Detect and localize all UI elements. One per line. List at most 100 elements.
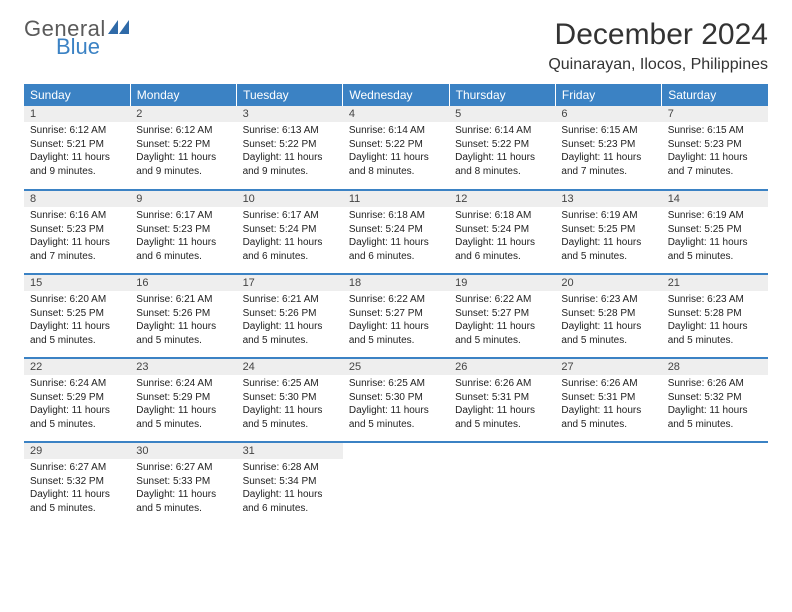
day-info: Sunrise: 6:24 AMSunset: 5:29 PMDaylight:… [24, 375, 130, 435]
day-info: Sunrise: 6:12 AMSunset: 5:21 PMDaylight:… [24, 122, 130, 182]
day-info: Sunrise: 6:21 AMSunset: 5:26 PMDaylight:… [237, 291, 343, 351]
day-number: 24 [237, 359, 343, 375]
day-info: Sunrise: 6:26 AMSunset: 5:32 PMDaylight:… [662, 375, 768, 435]
day-info: Sunrise: 6:13 AMSunset: 5:22 PMDaylight:… [237, 122, 343, 182]
calendar-cell: 29Sunrise: 6:27 AMSunset: 5:32 PMDayligh… [24, 442, 130, 526]
day-number: 15 [24, 275, 130, 291]
calendar-cell: 30Sunrise: 6:27 AMSunset: 5:33 PMDayligh… [130, 442, 236, 526]
calendar-row: 15Sunrise: 6:20 AMSunset: 5:25 PMDayligh… [24, 274, 768, 358]
calendar-row: 8Sunrise: 6:16 AMSunset: 5:23 PMDaylight… [24, 190, 768, 274]
day-info: Sunrise: 6:24 AMSunset: 5:29 PMDaylight:… [130, 375, 236, 435]
calendar-cell: 2Sunrise: 6:12 AMSunset: 5:22 PMDaylight… [130, 106, 236, 190]
calendar-cell: 21Sunrise: 6:23 AMSunset: 5:28 PMDayligh… [662, 274, 768, 358]
day-info: Sunrise: 6:19 AMSunset: 5:25 PMDaylight:… [662, 207, 768, 267]
day-number: 14 [662, 191, 768, 207]
calendar-cell: 19Sunrise: 6:22 AMSunset: 5:27 PMDayligh… [449, 274, 555, 358]
day-number: 4 [343, 106, 449, 122]
day-number: 19 [449, 275, 555, 291]
day-number: 2 [130, 106, 236, 122]
day-number: 7 [662, 106, 768, 122]
day-info: Sunrise: 6:19 AMSunset: 5:25 PMDaylight:… [555, 207, 661, 267]
day-number: 11 [343, 191, 449, 207]
day-number: 28 [662, 359, 768, 375]
day-number: 13 [555, 191, 661, 207]
day-number: 25 [343, 359, 449, 375]
weekday-header: Wednesday [343, 84, 449, 106]
day-info: Sunrise: 6:27 AMSunset: 5:33 PMDaylight:… [130, 459, 236, 519]
day-info: Sunrise: 6:21 AMSunset: 5:26 PMDaylight:… [130, 291, 236, 351]
weekday-header: Thursday [449, 84, 555, 106]
calendar-cell: 12Sunrise: 6:18 AMSunset: 5:24 PMDayligh… [449, 190, 555, 274]
calendar-cell: 16Sunrise: 6:21 AMSunset: 5:26 PMDayligh… [130, 274, 236, 358]
calendar-cell: 24Sunrise: 6:25 AMSunset: 5:30 PMDayligh… [237, 358, 343, 442]
calendar-body: 1Sunrise: 6:12 AMSunset: 5:21 PMDaylight… [24, 106, 768, 526]
day-number: 10 [237, 191, 343, 207]
weekday-header-row: SundayMondayTuesdayWednesdayThursdayFrid… [24, 84, 768, 106]
calendar-cell: 1Sunrise: 6:12 AMSunset: 5:21 PMDaylight… [24, 106, 130, 190]
day-info: Sunrise: 6:15 AMSunset: 5:23 PMDaylight:… [555, 122, 661, 182]
day-info: Sunrise: 6:25 AMSunset: 5:30 PMDaylight:… [343, 375, 449, 435]
calendar-cell: .. [555, 442, 661, 526]
day-number: 20 [555, 275, 661, 291]
calendar-cell: 4Sunrise: 6:14 AMSunset: 5:22 PMDaylight… [343, 106, 449, 190]
day-number: 3 [237, 106, 343, 122]
weekday-header: Tuesday [237, 84, 343, 106]
day-info: Sunrise: 6:18 AMSunset: 5:24 PMDaylight:… [449, 207, 555, 267]
day-info: Sunrise: 6:23 AMSunset: 5:28 PMDaylight:… [555, 291, 661, 351]
weekday-header: Sunday [24, 84, 130, 106]
day-number: 8 [24, 191, 130, 207]
day-info: Sunrise: 6:14 AMSunset: 5:22 PMDaylight:… [343, 122, 449, 182]
calendar-cell: 7Sunrise: 6:15 AMSunset: 5:23 PMDaylight… [662, 106, 768, 190]
weekday-header: Saturday [662, 84, 768, 106]
calendar-cell: 31Sunrise: 6:28 AMSunset: 5:34 PMDayligh… [237, 442, 343, 526]
day-number: 21 [662, 275, 768, 291]
day-info: Sunrise: 6:14 AMSunset: 5:22 PMDaylight:… [449, 122, 555, 182]
day-info: Sunrise: 6:16 AMSunset: 5:23 PMDaylight:… [24, 207, 130, 267]
day-number: 5 [449, 106, 555, 122]
calendar-table: SundayMondayTuesdayWednesdayThursdayFrid… [24, 84, 768, 526]
calendar-cell: 18Sunrise: 6:22 AMSunset: 5:27 PMDayligh… [343, 274, 449, 358]
calendar-cell: 6Sunrise: 6:15 AMSunset: 5:23 PMDaylight… [555, 106, 661, 190]
calendar-cell: 11Sunrise: 6:18 AMSunset: 5:24 PMDayligh… [343, 190, 449, 274]
calendar-cell: 14Sunrise: 6:19 AMSunset: 5:25 PMDayligh… [662, 190, 768, 274]
calendar-cell: 28Sunrise: 6:26 AMSunset: 5:32 PMDayligh… [662, 358, 768, 442]
day-number: 26 [449, 359, 555, 375]
calendar-cell: 23Sunrise: 6:24 AMSunset: 5:29 PMDayligh… [130, 358, 236, 442]
calendar-cell: .. [343, 442, 449, 526]
day-info: Sunrise: 6:17 AMSunset: 5:23 PMDaylight:… [130, 207, 236, 267]
day-info: Sunrise: 6:23 AMSunset: 5:28 PMDaylight:… [662, 291, 768, 351]
calendar-cell: 3Sunrise: 6:13 AMSunset: 5:22 PMDaylight… [237, 106, 343, 190]
day-number: 12 [449, 191, 555, 207]
day-info: Sunrise: 6:28 AMSunset: 5:34 PMDaylight:… [237, 459, 343, 519]
page-header: General Blue December 2024 Quinarayan, I… [24, 18, 768, 74]
calendar-cell: 22Sunrise: 6:24 AMSunset: 5:29 PMDayligh… [24, 358, 130, 442]
day-info: Sunrise: 6:18 AMSunset: 5:24 PMDaylight:… [343, 207, 449, 267]
day-number: 1 [24, 106, 130, 122]
day-info: Sunrise: 6:26 AMSunset: 5:31 PMDaylight:… [555, 375, 661, 435]
calendar-cell: 15Sunrise: 6:20 AMSunset: 5:25 PMDayligh… [24, 274, 130, 358]
brand-logo: General Blue [24, 18, 130, 58]
day-number: 29 [24, 443, 130, 459]
day-info: Sunrise: 6:20 AMSunset: 5:25 PMDaylight:… [24, 291, 130, 351]
day-number: 6 [555, 106, 661, 122]
day-number: 17 [237, 275, 343, 291]
day-info: Sunrise: 6:17 AMSunset: 5:24 PMDaylight:… [237, 207, 343, 267]
calendar-cell: 17Sunrise: 6:21 AMSunset: 5:26 PMDayligh… [237, 274, 343, 358]
day-info: Sunrise: 6:22 AMSunset: 5:27 PMDaylight:… [449, 291, 555, 351]
calendar-cell: 10Sunrise: 6:17 AMSunset: 5:24 PMDayligh… [237, 190, 343, 274]
day-info: Sunrise: 6:27 AMSunset: 5:32 PMDaylight:… [24, 459, 130, 519]
calendar-cell: .. [662, 442, 768, 526]
calendar-cell: 5Sunrise: 6:14 AMSunset: 5:22 PMDaylight… [449, 106, 555, 190]
calendar-row: 22Sunrise: 6:24 AMSunset: 5:29 PMDayligh… [24, 358, 768, 442]
calendar-cell: 26Sunrise: 6:26 AMSunset: 5:31 PMDayligh… [449, 358, 555, 442]
day-number: 16 [130, 275, 236, 291]
calendar-row: 1Sunrise: 6:12 AMSunset: 5:21 PMDaylight… [24, 106, 768, 190]
weekday-header: Monday [130, 84, 236, 106]
day-number: 18 [343, 275, 449, 291]
day-info: Sunrise: 6:15 AMSunset: 5:23 PMDaylight:… [662, 122, 768, 182]
location-subtitle: Quinarayan, Ilocos, Philippines [548, 56, 768, 74]
day-number: 9 [130, 191, 236, 207]
calendar-cell: 27Sunrise: 6:26 AMSunset: 5:31 PMDayligh… [555, 358, 661, 442]
day-number: 23 [130, 359, 236, 375]
day-info: Sunrise: 6:22 AMSunset: 5:27 PMDaylight:… [343, 291, 449, 351]
